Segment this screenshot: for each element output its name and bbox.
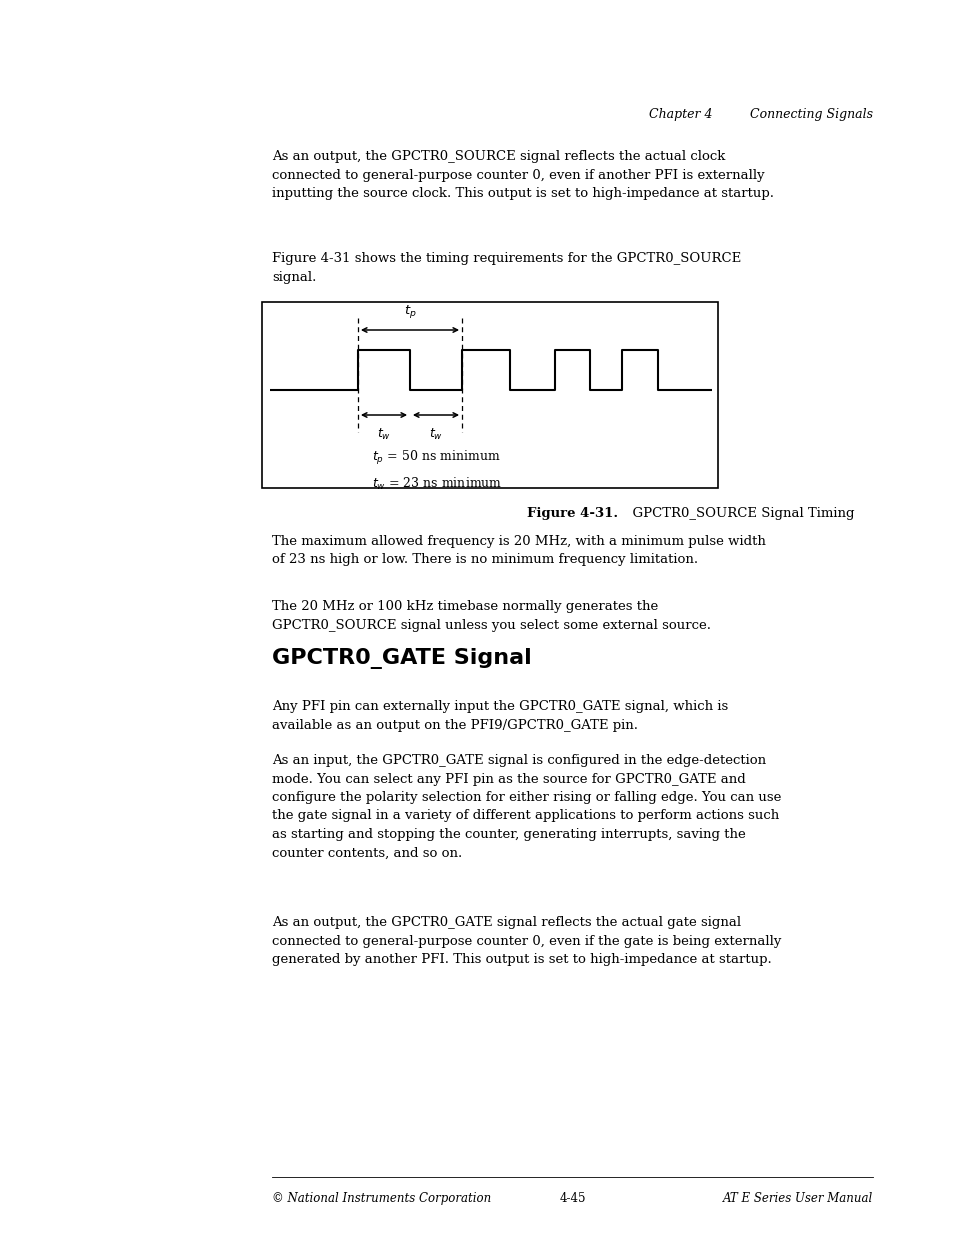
Text: Any PFI pin can externally input the GPCTR0_GATE signal, which is
available as a: Any PFI pin can externally input the GPC… [272,700,727,731]
Text: As an output, the GPCTR0_GATE signal reflects the actual gate signal
connected t: As an output, the GPCTR0_GATE signal ref… [272,916,781,966]
Text: $t_p$: $t_p$ [403,303,416,320]
Text: Chapter 4   Connecting Signals: Chapter 4 Connecting Signals [648,107,872,121]
Text: The 20 MHz or 100 kHz timebase normally generates the
GPCTR0_SOURCE signal unles: The 20 MHz or 100 kHz timebase normally … [272,600,710,631]
Text: $t_w$: $t_w$ [429,427,442,442]
Text: GPCTR0_GATE Signal: GPCTR0_GATE Signal [272,648,531,669]
Text: $t_w$: $t_w$ [376,427,391,442]
Text: AT E Series User Manual: AT E Series User Manual [722,1192,872,1205]
Text: As an output, the GPCTR0_SOURCE signal reflects the actual clock
connected to ge: As an output, the GPCTR0_SOURCE signal r… [272,149,773,200]
Text: 4-45: 4-45 [558,1192,585,1205]
Text: As an input, the GPCTR0_GATE signal is configured in the edge-detection
mode. Yo: As an input, the GPCTR0_GATE signal is c… [272,755,781,860]
Bar [262,303,718,488]
Text: The maximum allowed frequency is 20 MHz, with a minimum pulse width
of 23 ns hig: The maximum allowed frequency is 20 MHz,… [272,535,765,567]
Text: © National Instruments Corporation: © National Instruments Corporation [272,1192,491,1205]
Text: Figure 4-31.: Figure 4-31. [526,508,618,520]
Text: $t_p$ = 50 ns minimum
$t_w$ = 23 ns minimum: $t_p$ = 50 ns minimum $t_w$ = 23 ns mini… [372,450,502,492]
Text: GPCTR0_SOURCE Signal Timing: GPCTR0_SOURCE Signal Timing [624,508,854,520]
Text: Figure 4-31 shows the timing requirements for the GPCTR0_SOURCE
signal.: Figure 4-31 shows the timing requirement… [272,252,740,284]
